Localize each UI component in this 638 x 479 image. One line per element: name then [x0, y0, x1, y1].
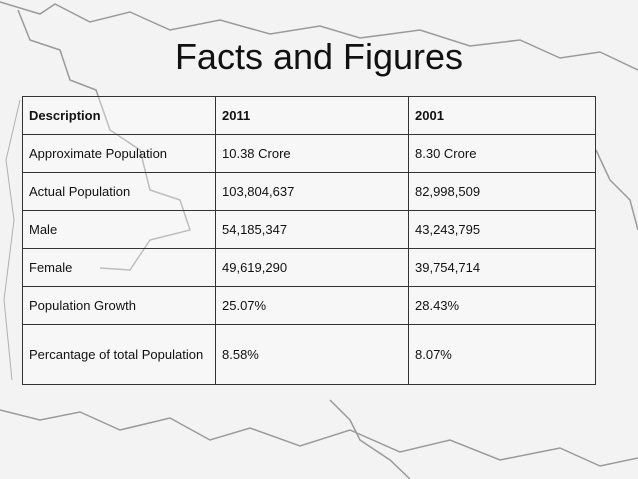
row-value-2001: 39,754,714: [408, 248, 596, 287]
slide-title: Facts and Figures: [174, 36, 464, 77]
table-row: Approximate Population 10.38 Crore 8.30 …: [22, 134, 596, 173]
row-label: Approximate Population: [22, 134, 216, 173]
row-value-2001: 8.30 Crore: [408, 134, 596, 173]
row-label: Percantage of total Population: [22, 324, 216, 385]
table-row: Male 54,185,347 43,243,795: [22, 210, 596, 249]
table-header-row: Description 2011 2001: [22, 96, 596, 135]
row-value-2011: 25.07%: [215, 286, 409, 325]
row-value-2001: 82,998,509: [408, 172, 596, 211]
table-row: Population Growth 25.07% 28.43%: [22, 286, 596, 325]
row-value-2011: 8.58%: [215, 324, 409, 385]
facts-table: Description 2011 2001 Approximate Popula…: [22, 96, 596, 385]
row-value-2011: 10.38 Crore: [215, 134, 409, 173]
row-label: Population Growth: [22, 286, 216, 325]
row-label: Male: [22, 210, 216, 249]
row-value-2001: 43,243,795: [408, 210, 596, 249]
row-label: Actual Population: [22, 172, 216, 211]
header-2001: 2001: [408, 96, 596, 135]
row-value-2011: 103,804,637: [215, 172, 409, 211]
row-value-2011: 54,185,347: [215, 210, 409, 249]
row-value-2001: 28.43%: [408, 286, 596, 325]
row-value-2001: 8.07%: [408, 324, 596, 385]
table-row: Actual Population 103,804,637 82,998,509: [22, 172, 596, 211]
table-row: Female 49,619,290 39,754,714: [22, 248, 596, 287]
header-2011: 2011: [215, 96, 409, 135]
table-row: Percantage of total Population 8.58% 8.0…: [22, 324, 596, 385]
row-value-2011: 49,619,290: [215, 248, 409, 287]
row-label: Female: [22, 248, 216, 287]
header-description: Description: [22, 96, 216, 135]
